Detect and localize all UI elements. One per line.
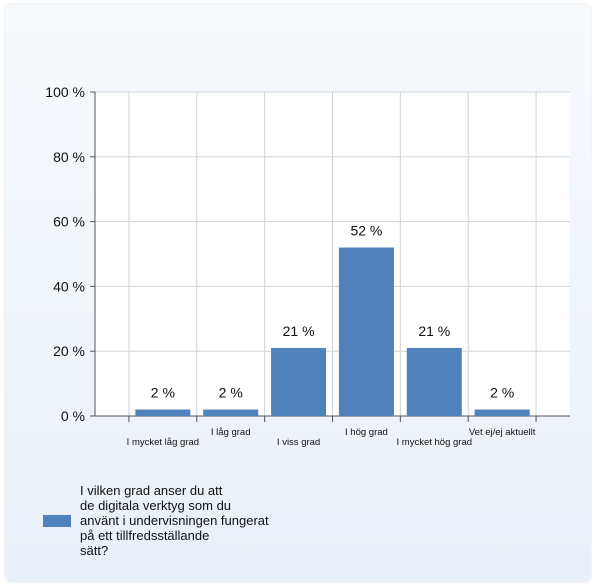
y-tick-label: 100 % [45,84,85,100]
legend-line: I vilken grad anser du att [80,483,223,498]
data-label: 2 % [490,385,514,401]
bar [406,347,462,416]
legend-line: sätt? [80,543,109,558]
data-label: 52 % [350,223,382,239]
bar [271,347,327,416]
legend-line: använt i undervisningen fungerat [80,513,269,528]
x-tick-label: I hög grad [345,427,388,438]
x-tick-label: I mycket låg grad [127,437,199,448]
bar [203,409,259,416]
data-label: 21 % [418,323,450,339]
bar [474,409,530,416]
legend-label: I vilken grad anser du att de digitala v… [80,483,320,558]
x-tick-label: I låg grad [211,427,251,438]
y-tick-label: 40 % [53,278,85,294]
data-label: 2 % [151,385,175,401]
y-tick-label: 60 % [53,214,85,230]
legend: I vilken grad anser du att de digitala v… [43,483,343,573]
legend-line: de digitala verktyg som du [80,498,232,513]
bar [135,409,191,416]
legend-swatch [43,515,71,527]
x-tick-label: I mycket hög grad [397,437,473,448]
y-tick-label: 80 % [53,149,85,165]
y-tick-label: 20 % [53,343,85,359]
bar [338,247,394,416]
data-label: 2 % [219,385,243,401]
x-tick-label: I viss grad [277,437,320,448]
y-tick-label: 0 % [61,408,85,424]
x-tick-label: Vet ej/ej aktuellt [469,427,536,438]
legend-line: på ett tillfredsställande [80,528,210,543]
data-label: 21 % [283,323,315,339]
